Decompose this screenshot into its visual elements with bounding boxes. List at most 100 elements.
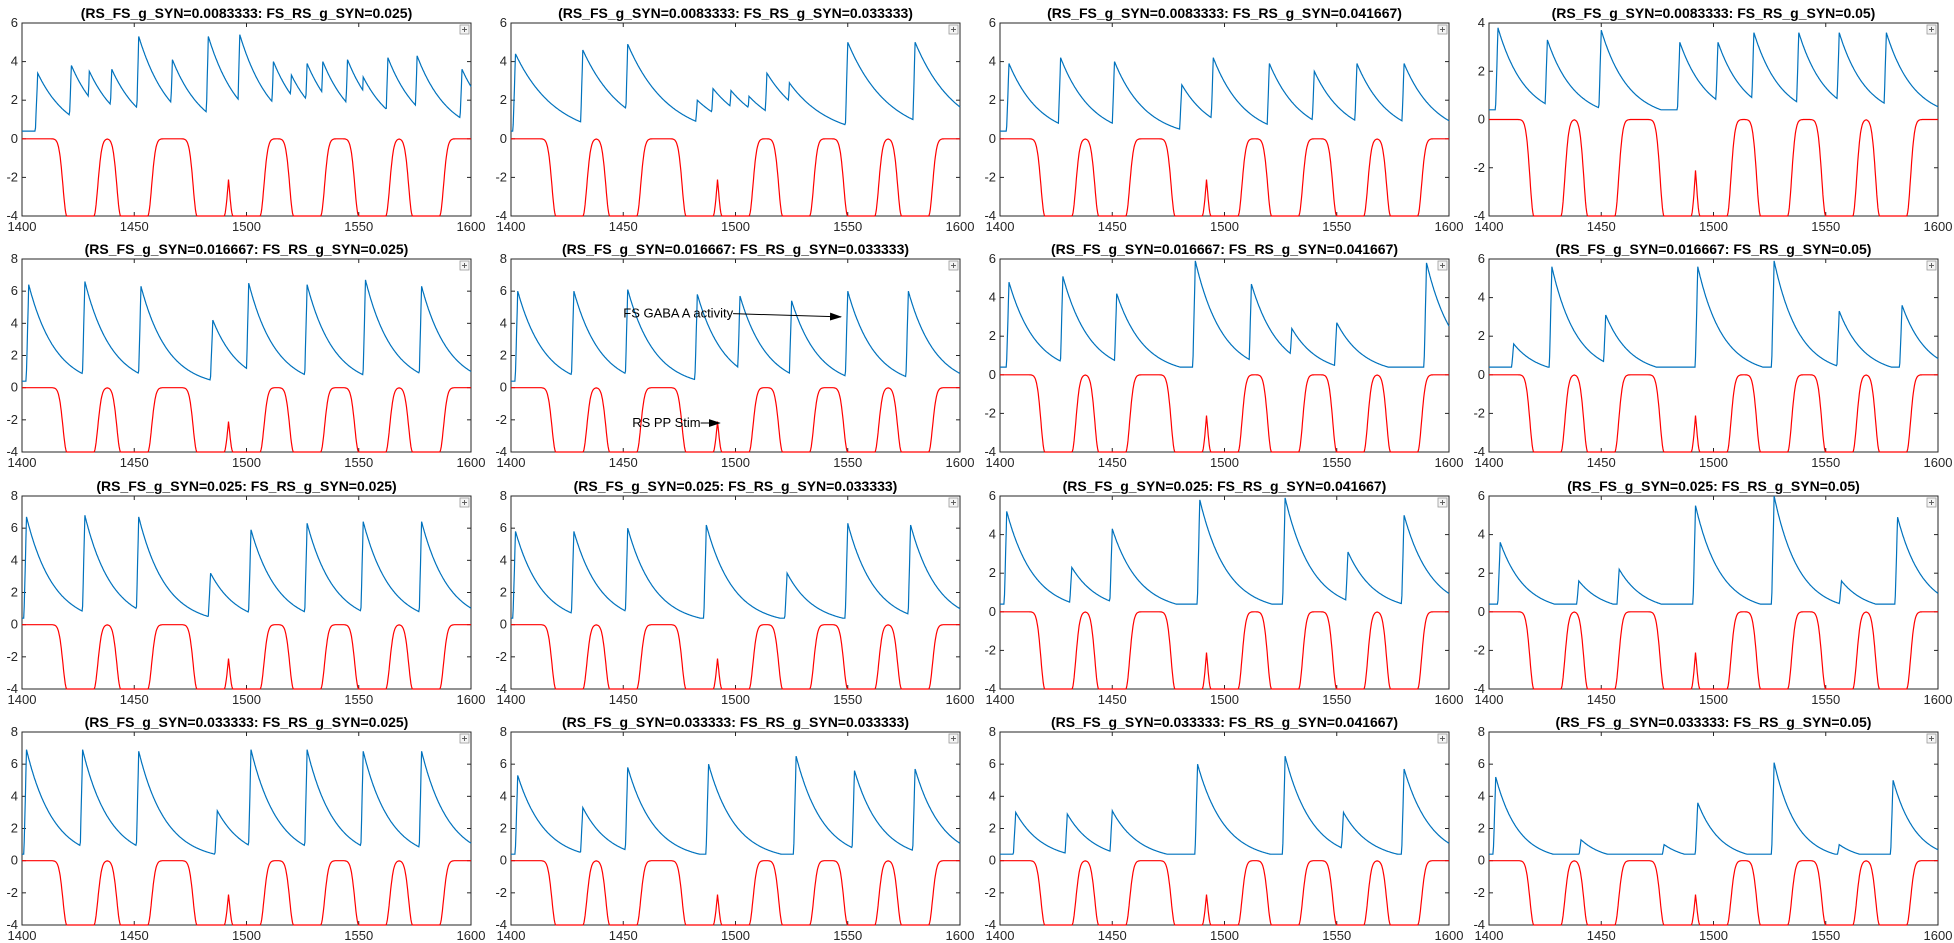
x-tick-label: 1450 (1587, 692, 1616, 707)
y-tick-label: 2 (1478, 565, 1485, 580)
x-tick-label: 1550 (344, 455, 373, 470)
zoom-corner-icon[interactable] (948, 733, 959, 744)
x-tick-label: 1450 (1098, 455, 1127, 470)
x-tick-label: 1400 (497, 219, 526, 234)
subplot-title: (RS_FS_g_SYN=0.016667: FS_RS_g_SYN=0.05) (1556, 241, 1872, 257)
gaba-activity-line (1000, 57, 1450, 132)
axes-box (999, 258, 1450, 453)
y-tick-label: 2 (11, 585, 18, 600)
y-tick-label: 4 (1478, 15, 1485, 30)
y-tick-label: -2 (984, 885, 996, 900)
x-tick-label: 1550 (344, 692, 373, 707)
y-tick-label: 2 (11, 92, 18, 107)
x-tick-label: 1550 (833, 455, 862, 470)
pp-stim-line (22, 138, 471, 217)
x-tick-label: 1400 (497, 928, 526, 943)
subplot-14: (RS_FS_g_SYN=0.033333: FS_RS_g_SYN=0.033… (495, 714, 974, 943)
gaba-activity-line (1489, 260, 1939, 368)
subplot-6: (RS_FS_g_SYN=0.016667: FS_RS_g_SYN=0.033… (495, 241, 974, 470)
subplot-title: (RS_FS_g_SYN=0.033333: FS_RS_g_SYN=0.025… (85, 714, 409, 730)
y-tick-label: 8 (11, 724, 18, 739)
y-tick-label: 0 (500, 853, 507, 868)
y-tick-label: -2 (1473, 160, 1485, 175)
y-tick-label: -4 (1473, 444, 1485, 459)
y-tick-label: 6 (11, 520, 18, 535)
gaba-activity-line (22, 34, 472, 132)
x-tick-label: 1550 (833, 219, 862, 234)
x-tick-label: 1500 (1699, 219, 1728, 234)
x-tick-label: 1500 (721, 219, 750, 234)
zoom-corner-icon[interactable] (459, 260, 470, 271)
x-tick-label: 1450 (1587, 455, 1616, 470)
x-tick-label: 1550 (1322, 455, 1351, 470)
axes-box (1488, 731, 1939, 926)
x-tick-label: 1600 (946, 692, 975, 707)
annotation-text: RS PP Stim (632, 415, 700, 430)
y-tick-label: 2 (500, 821, 507, 836)
zoom-corner-icon[interactable] (948, 260, 959, 271)
y-tick-label: -2 (495, 885, 507, 900)
zoom-corner-icon[interactable] (459, 497, 470, 508)
y-tick-label: -2 (1473, 885, 1485, 900)
subplot-8: (RS_FS_g_SYN=0.016667: FS_RS_g_SYN=0.05)… (1473, 241, 1952, 470)
y-tick-label: 6 (1478, 488, 1485, 503)
x-tick-label: 1400 (986, 928, 1015, 943)
zoom-corner-icon[interactable] (1926, 24, 1937, 35)
y-tick-label: 0 (500, 380, 507, 395)
zoom-corner-icon[interactable] (459, 733, 470, 744)
zoom-corner-icon[interactable] (1926, 260, 1937, 271)
subplot-title: (RS_FS_g_SYN=0.016667: FS_RS_g_SYN=0.033… (562, 241, 909, 257)
x-tick-label: 1600 (1435, 692, 1464, 707)
y-tick-label: 8 (500, 488, 507, 503)
x-tick-label: 1600 (946, 928, 975, 943)
subplot-7: (RS_FS_g_SYN=0.016667: FS_RS_g_SYN=0.041… (984, 241, 1463, 470)
gaba-activity-line (1489, 762, 1939, 855)
y-tick-label: -4 (1473, 917, 1485, 932)
zoom-corner-icon[interactable] (1437, 497, 1448, 508)
x-tick-label: 1600 (1435, 219, 1464, 234)
x-tick-label: 1450 (609, 692, 638, 707)
pp-stim-line (511, 387, 960, 453)
zoom-corner-icon[interactable] (948, 24, 959, 35)
y-tick-label: 4 (989, 54, 996, 69)
zoom-corner-icon[interactable] (1437, 260, 1448, 271)
zoom-corner-icon[interactable] (459, 24, 470, 35)
y-tick-label: -4 (6, 444, 18, 459)
subplot-11: (RS_FS_g_SYN=0.025: FS_RS_g_SYN=0.041667… (984, 478, 1463, 707)
pp-stim-line (22, 624, 471, 690)
axes-box (1488, 258, 1939, 453)
y-tick-label: 4 (11, 54, 18, 69)
y-tick-label: 2 (989, 328, 996, 343)
zoom-corner-icon[interactable] (1437, 24, 1448, 35)
axes-box (510, 731, 961, 926)
gaba-activity-line (22, 279, 472, 382)
pp-stim-line (1000, 374, 1449, 453)
x-tick-label: 1550 (1811, 219, 1840, 234)
x-tick-label: 1550 (833, 692, 862, 707)
y-tick-label: 8 (500, 251, 507, 266)
x-tick-label: 1450 (120, 928, 149, 943)
y-tick-label: -2 (6, 169, 18, 184)
pp-stim-line (1000, 860, 1449, 926)
subplot-title: (RS_FS_g_SYN=0.0083333: FS_RS_g_SYN=0.03… (558, 5, 913, 21)
axes-box (999, 22, 1450, 217)
x-tick-label: 1400 (1475, 928, 1504, 943)
zoom-corner-icon[interactable] (1926, 497, 1937, 508)
y-tick-label: 0 (500, 131, 507, 146)
subplot-9: (RS_FS_g_SYN=0.025: FS_RS_g_SYN=0.025) -4… (6, 478, 485, 707)
gaba-activity-line (1489, 27, 1939, 111)
zoom-corner-icon[interactable] (1437, 733, 1448, 744)
zoom-corner-icon[interactable] (1926, 733, 1937, 744)
zoom-corner-icon[interactable] (948, 497, 959, 508)
x-tick-label: 1500 (232, 455, 261, 470)
pp-stim-line (22, 860, 471, 926)
y-tick-label: 6 (11, 15, 18, 30)
x-tick-label: 1400 (497, 455, 526, 470)
y-tick-label: -4 (6, 681, 18, 696)
y-tick-label: -4 (495, 917, 507, 932)
x-tick-label: 1600 (1435, 455, 1464, 470)
y-tick-label: 4 (11, 788, 18, 803)
annotation-text: FS GABA A activity (623, 306, 733, 321)
y-tick-label: 6 (11, 756, 18, 771)
